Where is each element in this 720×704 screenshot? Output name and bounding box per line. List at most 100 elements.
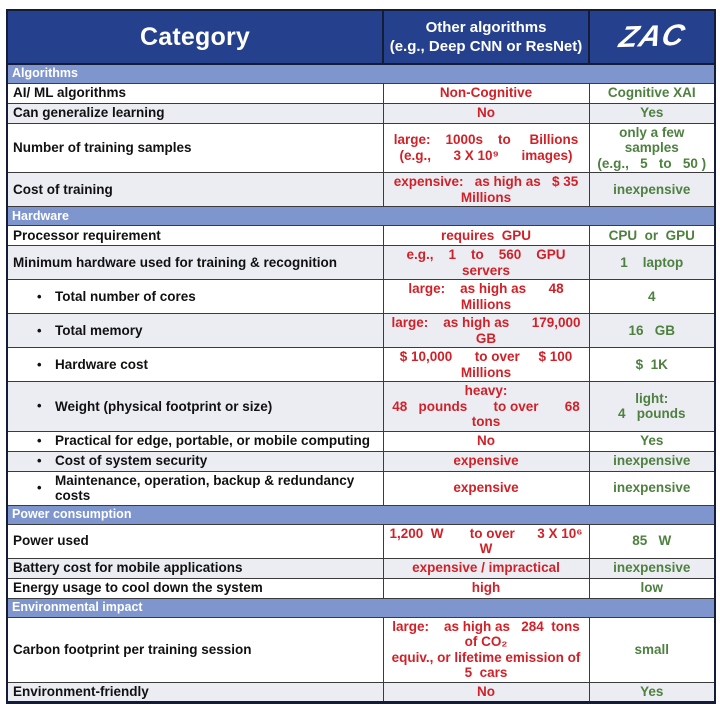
zac-value: only a few samples (e.g., 5 to 50 ) bbox=[588, 122, 716, 173]
row-category: Carbon footprint per training session bbox=[6, 616, 384, 683]
zac-value: inexpensive bbox=[588, 470, 716, 506]
bullet-icon: • bbox=[37, 322, 42, 338]
header-category: Category bbox=[6, 9, 384, 65]
zac-value: low bbox=[588, 577, 716, 599]
other-value: $ 10,000 to over $ 100 Millions bbox=[382, 347, 590, 382]
section-header-hardware: Hardware bbox=[6, 206, 716, 226]
other-value: No bbox=[382, 430, 590, 452]
table-row: • Total memory large: as high as 179,000 … bbox=[6, 313, 716, 348]
table-row: • Total number of cores large: as high as… bbox=[6, 279, 716, 314]
bullet-icon: • bbox=[37, 432, 42, 448]
zac-value: Yes bbox=[588, 681, 716, 704]
other-value: high bbox=[382, 577, 590, 599]
row-category-label: Total number of cores bbox=[55, 288, 196, 304]
row-category: Battery cost for mobile applications bbox=[6, 557, 384, 579]
other-value: requires GPU bbox=[382, 225, 590, 246]
section-title: Hardware bbox=[6, 206, 716, 226]
section-title: Algorithms bbox=[6, 63, 716, 84]
zac-value: 4 bbox=[588, 279, 716, 314]
table-row: Energy usage to cool down the system hig… bbox=[6, 577, 716, 599]
row-category: • Cost of system security bbox=[6, 450, 384, 472]
bullet-icon: • bbox=[37, 288, 42, 304]
other-value: large: as high as 284 tons of CO₂ equiv.… bbox=[382, 616, 590, 683]
other-value: large: as high as 48 Millions bbox=[382, 279, 590, 314]
row-category: • Practical for edge, portable, or mobile… bbox=[6, 430, 384, 452]
row-category: AI/ ML algorithms bbox=[6, 82, 384, 104]
row-category: Cost of training bbox=[6, 172, 384, 207]
other-value: e.g., 1 to 560 GPU servers bbox=[382, 245, 590, 280]
zac-value: small bbox=[588, 616, 716, 683]
header-other-algorithms-label: Other algorithms (e.g., Deep CNN or ResN… bbox=[389, 19, 583, 55]
comparison-table-slide: Category Other algorithms (e.g., Deep CN… bbox=[6, 9, 716, 704]
table-row: • Maintenance, operation, backup & redund… bbox=[6, 470, 716, 506]
zac-value: inexpensive bbox=[588, 450, 716, 472]
zac-value: 1 laptop bbox=[588, 245, 716, 280]
table-row: Minimum hardware used for training & rec… bbox=[6, 245, 716, 280]
row-category: Energy usage to cool down the system bbox=[6, 577, 384, 599]
header-category-label: Category bbox=[140, 22, 250, 51]
other-value: large: as high as 179,000 GB bbox=[382, 313, 590, 348]
table-row: Environment-friendly No Yes bbox=[6, 681, 716, 704]
row-category: • Weight (physical footprint or size) bbox=[6, 381, 384, 432]
table-row: • Hardware cost $ 10,000 to over $ 100 Mi… bbox=[6, 347, 716, 382]
table-row: Number of training samples large: 1000s … bbox=[6, 122, 716, 173]
table-row: Power used 1,200 W to over 3 X 10⁶ W 85 … bbox=[6, 523, 716, 559]
bullet-icon: • bbox=[37, 452, 42, 468]
bullet-icon: • bbox=[37, 479, 42, 495]
zac-value: $ 1K bbox=[588, 347, 716, 382]
header-zac: ZAC bbox=[588, 9, 716, 65]
other-value: expensive: as high as $ 35 Millions bbox=[382, 172, 590, 207]
row-category-label: Practical for edge, portable, or mobile … bbox=[55, 433, 371, 449]
other-value: heavy: 48 pounds to over 68 tons bbox=[382, 381, 590, 432]
row-category: • Total number of cores bbox=[6, 279, 384, 314]
bullet-icon: • bbox=[37, 398, 42, 414]
row-category-label: Weight (physical footprint or size) bbox=[55, 398, 273, 414]
zac-logo: ZAC bbox=[615, 18, 689, 55]
other-value: 1,200 W to over 3 X 10⁶ W bbox=[382, 523, 590, 559]
other-value: large: 1000s to Billions (e.g., 3 X 10⁹ … bbox=[382, 122, 590, 173]
zac-value: Yes bbox=[588, 430, 716, 452]
other-value: expensive bbox=[382, 450, 590, 472]
other-value: No bbox=[382, 681, 590, 704]
section-header-algorithms: Algorithms bbox=[6, 63, 716, 84]
header-other-algorithms: Other algorithms (e.g., Deep CNN or ResN… bbox=[382, 9, 590, 65]
zac-value: CPU or GPU bbox=[588, 225, 716, 246]
zac-value: light: 4 pounds bbox=[588, 381, 716, 432]
comparison-table: Category Other algorithms (e.g., Deep CN… bbox=[6, 9, 716, 704]
section-title: Power consumption bbox=[6, 504, 716, 525]
table-row: • Weight (physical footprint or size) hea… bbox=[6, 381, 716, 432]
row-category-label: Hardware cost bbox=[55, 356, 149, 372]
table-row: • Practical for edge, portable, or mobile… bbox=[6, 430, 716, 452]
table-header-row: Category Other algorithms (e.g., Deep CN… bbox=[6, 9, 716, 65]
table-row: Processor requirement requires GPU CPU o… bbox=[6, 225, 716, 246]
table-row: Can generalize learning No Yes bbox=[6, 102, 716, 124]
zac-value: 85 W bbox=[588, 523, 716, 559]
other-value: Non-Cognitive bbox=[382, 82, 590, 104]
row-category: Can generalize learning bbox=[6, 102, 384, 124]
table-row: Battery cost for mobile applications exp… bbox=[6, 557, 716, 579]
zac-value: inexpensive bbox=[588, 557, 716, 579]
section-header-power-consumption: Power consumption bbox=[6, 504, 716, 525]
section-header-environmental-impact: Environmental impact bbox=[6, 597, 716, 618]
row-category-label: Maintenance, operation, backup & redunda… bbox=[55, 472, 355, 504]
other-value: expensive / impractical bbox=[382, 557, 590, 579]
table-row: • Cost of system security expensive inexp… bbox=[6, 450, 716, 472]
row-category: Processor requirement bbox=[6, 225, 384, 246]
other-value: expensive bbox=[382, 470, 590, 506]
table-row: Cost of training expensive: as high as $… bbox=[6, 172, 716, 207]
other-value: No bbox=[382, 102, 590, 124]
row-category-label: Cost of system security bbox=[55, 453, 208, 469]
row-category: Number of training samples bbox=[6, 122, 384, 173]
row-category: • Hardware cost bbox=[6, 347, 384, 382]
zac-value: inexpensive bbox=[588, 172, 716, 207]
row-category: • Total memory bbox=[6, 313, 384, 348]
row-category: • Maintenance, operation, backup & redund… bbox=[6, 470, 384, 506]
row-category: Minimum hardware used for training & rec… bbox=[6, 245, 384, 280]
bullet-icon: • bbox=[37, 356, 42, 372]
zac-value: Yes bbox=[588, 102, 716, 124]
section-title: Environmental impact bbox=[6, 597, 716, 618]
row-category-label: Total memory bbox=[55, 322, 143, 338]
row-category: Power used bbox=[6, 523, 384, 559]
zac-value: Cognitive XAI bbox=[588, 82, 716, 104]
zac-value: 16 GB bbox=[588, 313, 716, 348]
